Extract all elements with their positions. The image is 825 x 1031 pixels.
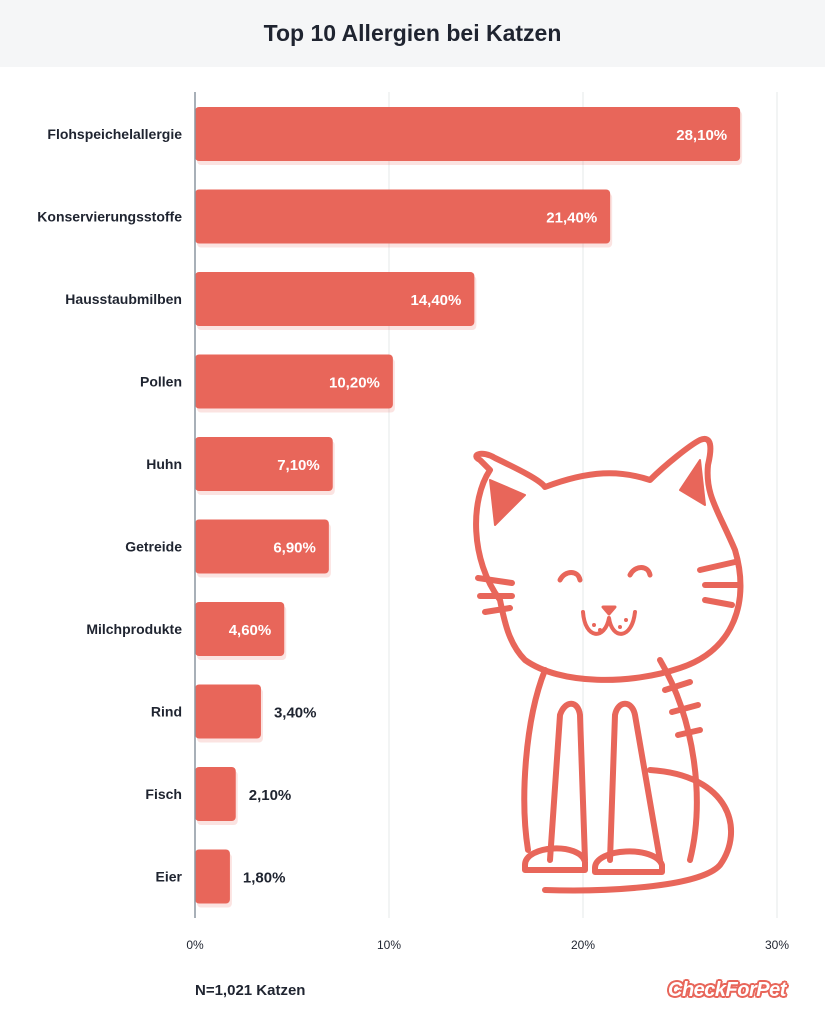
bar [195, 602, 285, 656]
bar [195, 107, 741, 161]
value-label: 4,60% [229, 622, 272, 639]
value-label: 7,10% [277, 457, 320, 474]
x-tick-label: 30% [765, 938, 789, 952]
bar [195, 684, 261, 739]
axis: 0% 10% 20% 30% [186, 92, 789, 952]
chart-title: Top 10 Allergien bei Katzen [263, 20, 562, 46]
category-label: Konservierungsstoffe [37, 209, 182, 225]
x-tick-label: 20% [571, 938, 595, 952]
cat-illustration [473, 435, 744, 894]
category-label: Pollen [140, 374, 182, 390]
category-label: Huhn [146, 456, 182, 472]
category-label: Fisch [145, 786, 182, 802]
value-label: 3,40% [274, 705, 317, 722]
category-label: Milchprodukte [86, 621, 182, 637]
x-tick-label: 0% [186, 938, 204, 952]
value-label: 1,80% [243, 870, 286, 887]
category-label: Rind [151, 704, 182, 720]
value-label: 10,20% [329, 375, 380, 392]
bars: Flohspeichelallergie 28,10% Konservierungs… [37, 107, 743, 908]
category-label: Getreide [125, 539, 182, 555]
bar-chart: Flohspeichelallergie 28,10% Konservierungs… [37, 92, 789, 952]
value-label: 28,10% [676, 127, 727, 144]
value-label: 6,90% [273, 540, 316, 557]
value-label: 21,40% [546, 210, 597, 227]
sample-size-note: N=1,021 Katzen [195, 982, 306, 999]
bar [195, 849, 230, 904]
bar [195, 519, 329, 574]
category-label: Eier [156, 869, 183, 885]
brand-logo: CheckForPet [668, 979, 786, 1001]
bar [195, 272, 475, 326]
bar [195, 189, 611, 244]
category-label: Hausstaubmilben [65, 291, 182, 307]
x-tick-label: 10% [377, 938, 401, 952]
category-label: Flohspeichelallergie [47, 126, 182, 142]
bar [195, 767, 236, 821]
title-bar: Top 10 Allergien bei Katzen [0, 0, 825, 67]
value-label: 14,40% [410, 292, 461, 309]
value-label: 2,10% [249, 787, 292, 804]
bar [195, 437, 333, 491]
bar [195, 354, 393, 409]
